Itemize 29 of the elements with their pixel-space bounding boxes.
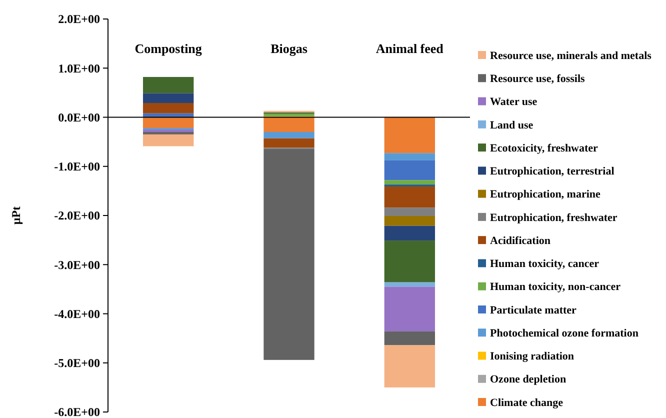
y-tick-label: -3.0E+00: [54, 258, 100, 272]
y-tick-label: 1.0E+00: [58, 61, 100, 76]
legend-label: Eutrophication, terrestrial: [490, 166, 614, 178]
legend-label: Ionising radiation: [490, 350, 574, 363]
y-tick-label: -4.0E+00: [54, 306, 100, 321]
legend-label: Ozone depletion: [490, 374, 566, 386]
legend-label: Land use: [490, 119, 534, 132]
legend-label: Human toxicity, non-cancer: [490, 281, 621, 294]
y-tick-label: -2.0E+00: [54, 208, 100, 223]
x-tick-label: Composting: [134, 41, 202, 56]
legend-label: Particulate matter: [490, 304, 577, 316]
legend-label: Photochemical ozone formation: [490, 327, 638, 340]
legend-label: Eutrophication, marine: [490, 188, 601, 201]
y-tick-label: -5.0E+00: [54, 356, 100, 370]
legend-label: Water use: [490, 96, 538, 108]
x-tick-label: Animal feed: [376, 41, 444, 56]
legend-label: Climate change: [490, 396, 564, 409]
y-tick-label: -6.0E+00: [54, 405, 100, 418]
y-axis-title: µPt: [9, 206, 23, 225]
y-tick-label: 2.0E+00: [58, 12, 100, 26]
legend-label: Eutrophication, freshwater: [490, 212, 618, 224]
legend-label: Human toxicity, cancer: [490, 258, 600, 270]
legend-label: Resource use, fossils: [490, 72, 586, 85]
legend-label: Ecotoxicity, freshwater: [490, 142, 598, 154]
y-tick-label: -1.0E+00: [54, 160, 100, 174]
y-tick-label: 0.0E+00: [58, 110, 100, 124]
legend-label: Resource use, minerals and metals: [490, 50, 652, 62]
x-tick-label: Biogas: [270, 41, 308, 56]
legend-label: Acidification: [490, 234, 550, 247]
